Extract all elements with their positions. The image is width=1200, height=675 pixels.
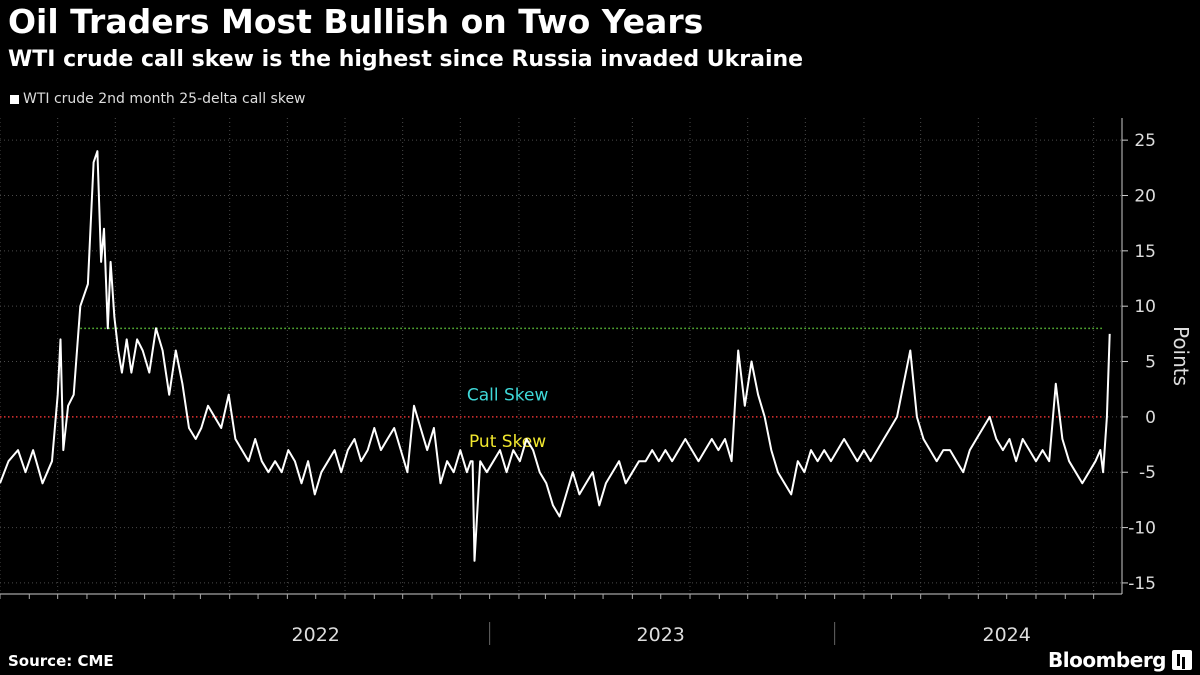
- legend: WTI crude 2nd month 25-delta call skew: [10, 91, 306, 107]
- chart-subtitle: WTI crude call skew is the highest since…: [8, 47, 804, 72]
- y-tick-label: 0: [1145, 408, 1156, 428]
- y-tick-label: -15: [1128, 574, 1156, 594]
- y-axis-label: Points: [1169, 326, 1193, 386]
- series-line: [0, 150, 1111, 562]
- x-tick-label: 2023: [637, 624, 685, 646]
- call-skew-annotation: Call Skew: [467, 385, 549, 405]
- y-tick-label: 10: [1134, 297, 1156, 317]
- y-tick-label: 15: [1134, 242, 1156, 262]
- y-tick-label: 20: [1134, 186, 1156, 206]
- source-note: Source: CME: [8, 652, 114, 670]
- legend-swatch: [10, 94, 19, 104]
- legend-label: WTI crude 2nd month 25-delta call skew: [23, 91, 306, 107]
- put-skew-annotation: Put Skew: [469, 432, 546, 452]
- y-tick-label: -5: [1139, 463, 1156, 483]
- y-tick-label: -10: [1128, 519, 1156, 539]
- y-tick-label: 25: [1134, 131, 1156, 151]
- x-tick-label: 2022: [292, 624, 340, 646]
- chart-title: Oil Traders Most Bullish on Two Years: [8, 2, 704, 41]
- y-tick-label: 5: [1145, 353, 1156, 373]
- brand-logo-text: Bloomberg: [1048, 648, 1166, 672]
- bloomberg-icon: [1172, 650, 1192, 670]
- x-tick-label: 2024: [983, 624, 1031, 646]
